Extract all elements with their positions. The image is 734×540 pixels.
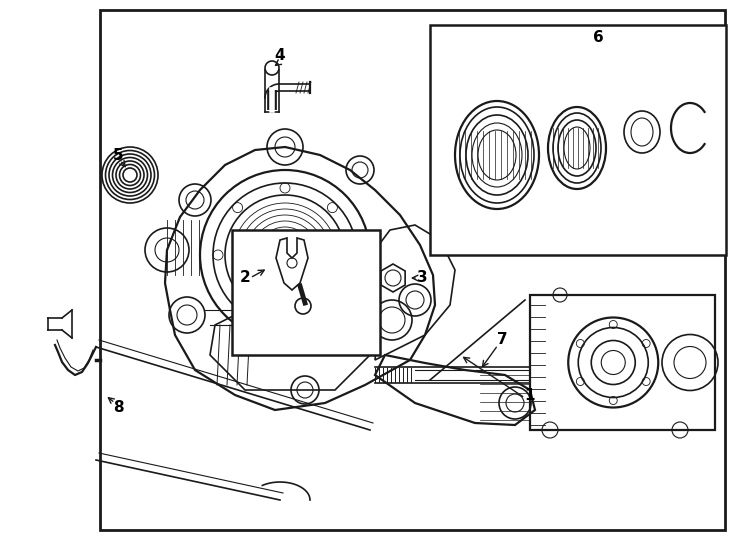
Text: 2: 2 [239,271,250,286]
Text: 3: 3 [417,271,427,286]
Bar [100,10,725,530]
Text: 7: 7 [497,333,507,348]
Text: 4: 4 [275,48,286,63]
Text: 6: 6 [592,30,603,45]
Text: 1: 1 [525,388,535,402]
Bar [430,25,726,255]
Bar [232,230,380,355]
Text: 5: 5 [113,147,123,163]
Bar [530,295,715,430]
Text: 8: 8 [113,401,123,415]
